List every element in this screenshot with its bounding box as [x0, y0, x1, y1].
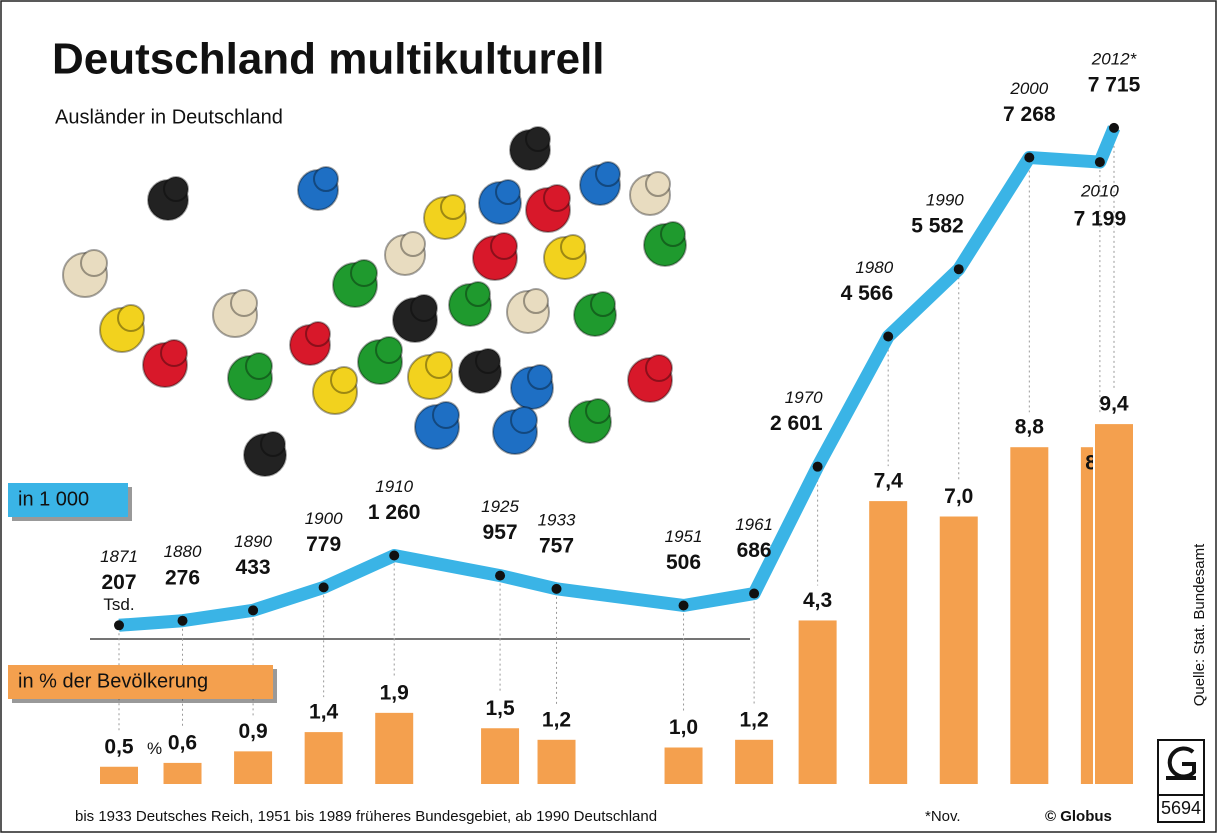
year-label: 1910	[375, 477, 413, 496]
bar	[868, 500, 908, 785]
value-label: 757	[539, 534, 574, 557]
chart: Deutschland multikulturell Ausländer in …	[0, 0, 1217, 833]
value-label: 2 601	[770, 412, 823, 435]
source: Quelle: Stat. Bundesamt	[1191, 543, 1208, 706]
bar	[163, 762, 203, 785]
point	[389, 551, 399, 561]
bar-value-label: 1,5	[485, 697, 515, 720]
value-label: 7 715	[1088, 73, 1141, 96]
bar-value-label: 0,6	[168, 731, 197, 754]
bar	[1009, 446, 1049, 785]
bar-value-label: 0,5	[104, 735, 134, 758]
year-label: 1925	[481, 497, 519, 516]
value-label: 1 260	[368, 501, 421, 524]
point	[495, 571, 505, 581]
bar-value-label: 7,0	[944, 485, 973, 508]
point	[248, 605, 258, 615]
bar	[537, 739, 577, 785]
chart-title: Deutschland multikulturell	[52, 35, 605, 84]
year-label: 1900	[305, 509, 343, 528]
point	[1109, 123, 1119, 133]
point	[114, 620, 124, 630]
logo-id: 5694	[1161, 798, 1201, 818]
year-label: 1980	[855, 258, 893, 277]
subtitle: Ausländer in Deutschland	[55, 106, 283, 128]
annotation: %	[147, 739, 162, 758]
bar-value-label: 4,3	[803, 589, 832, 612]
bar	[304, 731, 344, 785]
point	[1095, 157, 1105, 167]
point	[319, 582, 329, 592]
value-label: 7 199	[1074, 208, 1127, 231]
bar	[939, 516, 979, 786]
bar-value-label: 9,4	[1099, 393, 1129, 416]
bar	[1094, 423, 1134, 785]
bar	[480, 727, 520, 785]
value-label: 207	[101, 571, 136, 594]
year-label: 2012*	[1091, 49, 1138, 68]
year-label: 2000	[1009, 79, 1048, 98]
year-label: 1951	[665, 527, 703, 546]
value-label: 957	[483, 521, 518, 544]
value-label: 779	[306, 533, 341, 556]
bar	[374, 712, 414, 785]
bar-value-label: 1,9	[380, 681, 409, 704]
point	[679, 600, 689, 610]
bar	[798, 619, 838, 785]
bar-value-label: 1,2	[740, 708, 769, 731]
year-label: 1961	[735, 515, 773, 534]
bar-value-label: 1,2	[542, 708, 571, 731]
point	[883, 332, 893, 342]
year-label: 1970	[785, 388, 823, 407]
legend-label: in 1 000	[18, 488, 89, 510]
bar-value-label: 7,4	[874, 470, 904, 493]
point	[813, 462, 823, 472]
value-label: 433	[236, 556, 271, 579]
note: *Nov.	[925, 808, 961, 825]
footnote: bis 1933 Deutsches Reich, 1951 bis 1989 …	[75, 808, 657, 825]
point	[178, 616, 188, 626]
bar-value-label: 8,8	[1015, 416, 1045, 439]
point	[1024, 152, 1034, 162]
year-label: 2010	[1080, 182, 1119, 201]
bar-value-label: 1,4	[309, 701, 339, 724]
point	[552, 584, 562, 594]
year-label: 1871	[100, 547, 138, 566]
bar	[99, 766, 139, 785]
value-label: 686	[737, 539, 772, 562]
bar-value-label: 1,0	[669, 716, 698, 739]
credit: © Globus	[1045, 808, 1112, 825]
year-label: 1880	[164, 542, 202, 561]
point	[749, 589, 759, 599]
year-label: 1890	[234, 532, 272, 551]
value-label: 7 268	[1003, 103, 1056, 126]
bar-value-label: 0,9	[238, 720, 267, 743]
annotation: Tsd.	[103, 595, 134, 614]
bar	[734, 739, 774, 785]
point	[954, 264, 964, 274]
bar	[664, 747, 704, 786]
value-label: 5 582	[911, 215, 964, 238]
value-label: 276	[165, 566, 200, 589]
year-label: 1933	[538, 510, 576, 529]
bar	[233, 750, 273, 785]
value-label: 506	[666, 551, 701, 574]
legend-label: in % der Bevölkerung	[18, 670, 208, 692]
value-label: 4 566	[841, 282, 894, 305]
year-label: 1990	[926, 191, 964, 210]
